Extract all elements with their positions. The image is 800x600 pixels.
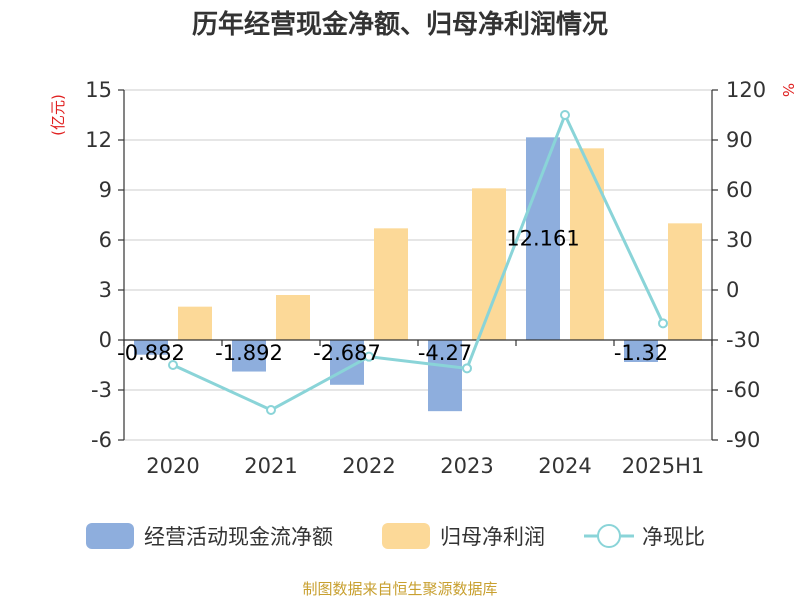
legend-item-net-profit: 归母净利润 bbox=[382, 523, 545, 549]
net-profit-bar bbox=[374, 228, 408, 340]
left-tick-label: 15 bbox=[85, 78, 112, 102]
right-tick-label: 90 bbox=[726, 128, 753, 152]
cash-flow-bar bbox=[428, 340, 462, 412]
net-profit-bar bbox=[668, 223, 702, 340]
net-profit-bar bbox=[472, 188, 506, 340]
ratio-line bbox=[168, 110, 668, 415]
legend-marker bbox=[597, 524, 621, 548]
x-tick-label: 2023 bbox=[440, 454, 493, 478]
grid bbox=[124, 89, 712, 441]
x-tick-label: 2025H1 bbox=[622, 454, 705, 478]
right-tick-label: 0 bbox=[726, 278, 739, 302]
right-tick-label: 120 bbox=[726, 78, 766, 102]
x-tick-label: 2024 bbox=[538, 454, 591, 478]
left-tick-label: 9 bbox=[99, 178, 112, 202]
ratio-point bbox=[462, 363, 472, 374]
ratio-point bbox=[658, 318, 668, 329]
right-tick-label: -30 bbox=[726, 328, 760, 352]
cash-flow-bar bbox=[232, 340, 266, 372]
left-tick-label: -6 bbox=[91, 428, 112, 452]
right-tick-label: 30 bbox=[726, 228, 753, 252]
cash-flow-value-label: -1.892 bbox=[215, 341, 283, 365]
ratio-point bbox=[168, 360, 178, 370]
cash-flow-value-label: 12.161 bbox=[506, 226, 579, 250]
legend-item-cash-flow: 经营活动现金流净额 bbox=[86, 523, 333, 549]
legend-label: 归母净利润 bbox=[440, 525, 545, 549]
net-profit-bar bbox=[178, 306, 212, 340]
legend: 经营活动现金流净额 归母净利润 净现比 bbox=[86, 523, 705, 549]
cash-flow-value-label: -2.687 bbox=[313, 341, 381, 365]
right-tick-label: -90 bbox=[726, 428, 760, 452]
cash-flow-bar bbox=[624, 340, 658, 362]
legend-label: 净现比 bbox=[642, 525, 705, 549]
ratio-point bbox=[364, 351, 374, 362]
right-axis-unit: % bbox=[779, 83, 797, 97]
x-tick-label: 2022 bbox=[342, 454, 395, 478]
data-labels: -0.882 -1.892 -2.687 -4.27 12.161 -1.32 bbox=[117, 226, 668, 365]
right-tick-label: -60 bbox=[726, 378, 760, 402]
x-tick-label: 2020 bbox=[146, 454, 199, 478]
legend-swatch bbox=[382, 523, 430, 549]
right-tick-label: 60 bbox=[726, 178, 753, 202]
x-tick-label: 2021 bbox=[244, 454, 297, 478]
left-axis-unit: (亿元) bbox=[49, 94, 67, 136]
left-tick-label: 12 bbox=[85, 128, 112, 152]
legend-item-ratio: 净现比 bbox=[584, 524, 705, 549]
legend-label: 经营活动现金流净额 bbox=[144, 525, 333, 549]
left-tick-label: -3 bbox=[91, 378, 112, 402]
left-tick-label: 6 bbox=[99, 228, 112, 252]
bars bbox=[134, 137, 702, 412]
ratio-point bbox=[560, 110, 570, 120]
left-tick-label: 3 bbox=[99, 278, 112, 302]
cash-flow-bar bbox=[134, 340, 168, 355]
legend-swatch bbox=[86, 523, 134, 549]
chart-title: 历年经营现金净额、归母净利润情况 bbox=[192, 9, 608, 40]
net-profit-bar bbox=[276, 295, 310, 340]
net-profit-bar bbox=[570, 148, 604, 340]
ratio-point bbox=[266, 405, 276, 415]
left-tick-label: 0 bbox=[99, 328, 112, 352]
source-note: 制图数据来自恒生聚源数据库 bbox=[302, 580, 497, 598]
cash-flow-value-label: -0.882 bbox=[117, 341, 185, 365]
cash-flow-value-label: -1.32 bbox=[614, 341, 668, 365]
cash-flow-value-label: -4.27 bbox=[418, 341, 472, 365]
ratio-line-path bbox=[172, 111, 665, 412]
